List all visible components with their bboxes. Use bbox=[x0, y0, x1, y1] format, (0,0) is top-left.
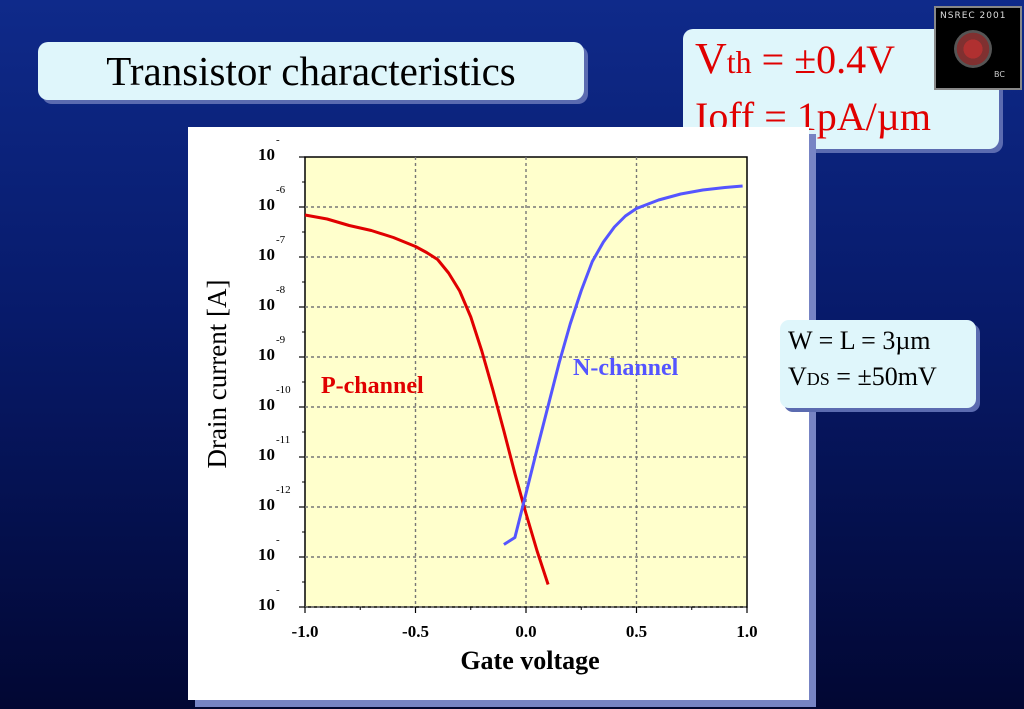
y-tick-exponent: -7 bbox=[276, 234, 286, 246]
y-tick-label: 10 bbox=[258, 345, 275, 364]
y-tick-exponent: -8 bbox=[276, 284, 286, 296]
y-tick-label: 10 bbox=[258, 245, 275, 264]
vds-symbol: V bbox=[788, 362, 807, 391]
x-axis-title: Gate voltage bbox=[460, 646, 599, 675]
vds-line: VDS = ±50mV bbox=[788, 362, 937, 392]
x-tick-label: -0.5 bbox=[402, 622, 429, 641]
axis-ticks bbox=[299, 156, 748, 613]
axis-labels: 10-10-610-710-810-910-1010-1110-1210-10-… bbox=[258, 134, 758, 641]
y-axis-title: Drain current [A] bbox=[202, 280, 232, 469]
y-tick-label: 10 bbox=[258, 595, 275, 614]
vth-subscript: th bbox=[726, 44, 752, 80]
data-series bbox=[304, 184, 743, 585]
slide-title: Transistor characteristics bbox=[106, 48, 516, 94]
vds-subscript: DS bbox=[806, 369, 830, 389]
vth-value: = ±0.4V bbox=[751, 37, 896, 82]
y-tick-exponent: -10 bbox=[276, 384, 291, 396]
p-channel-curve bbox=[304, 213, 550, 585]
y-tick-label: 10 bbox=[258, 445, 275, 464]
title-box: Transistor characteristics bbox=[38, 42, 584, 100]
n-channel-curve bbox=[503, 184, 743, 546]
y-tick-exponent: - bbox=[276, 134, 280, 146]
y-tick-exponent: -9 bbox=[276, 334, 286, 346]
conference-logo: NSREC 2001 BC bbox=[934, 6, 1022, 90]
vth-symbol: V bbox=[695, 34, 727, 83]
x-tick-label: 0.5 bbox=[626, 622, 647, 641]
wl-line: W = L = 3µm bbox=[788, 326, 931, 355]
x-tick-label: 0.0 bbox=[515, 622, 536, 641]
params-box: W = L = 3µm VDS = ±50mV bbox=[780, 320, 976, 408]
y-tick-label: 10 bbox=[258, 395, 275, 414]
logo-subtext: BC bbox=[994, 70, 1005, 79]
grid-lines bbox=[305, 157, 747, 608]
n-channel-label: N-channel bbox=[573, 355, 679, 381]
gear-icon bbox=[954, 30, 992, 68]
y-tick-label: 10 bbox=[258, 545, 275, 564]
p-channel-label: P-channel bbox=[321, 373, 424, 399]
y-tick-label: 10 bbox=[258, 495, 275, 514]
y-tick-label: 10 bbox=[258, 295, 275, 314]
vth-line: Vth = ±0.4V bbox=[695, 33, 895, 84]
x-tick-label: -1.0 bbox=[292, 622, 319, 641]
logo-text: NSREC 2001 bbox=[940, 11, 1007, 21]
y-tick-label: 10 bbox=[258, 195, 275, 214]
y-tick-exponent: -6 bbox=[276, 184, 286, 196]
vds-value: = ±50mV bbox=[829, 362, 937, 391]
chart-panel: 10-10 -6 10 -7 10 -8 10 -9 10 -10 10 -11 10 -12 10-10-… bbox=[188, 127, 809, 700]
y-tick-exponent: - bbox=[276, 584, 280, 596]
y-tick-exponent: -11 bbox=[276, 434, 290, 446]
y-tick-exponent: - bbox=[276, 534, 280, 546]
chart-svg: 10-10-610-710-810-910-1010-1110-1210-10-… bbox=[202, 134, 758, 675]
y-tick-label: 10 bbox=[258, 145, 275, 164]
x-tick-label: 1.0 bbox=[736, 622, 757, 641]
y-tick-exponent: -12 bbox=[276, 484, 291, 496]
